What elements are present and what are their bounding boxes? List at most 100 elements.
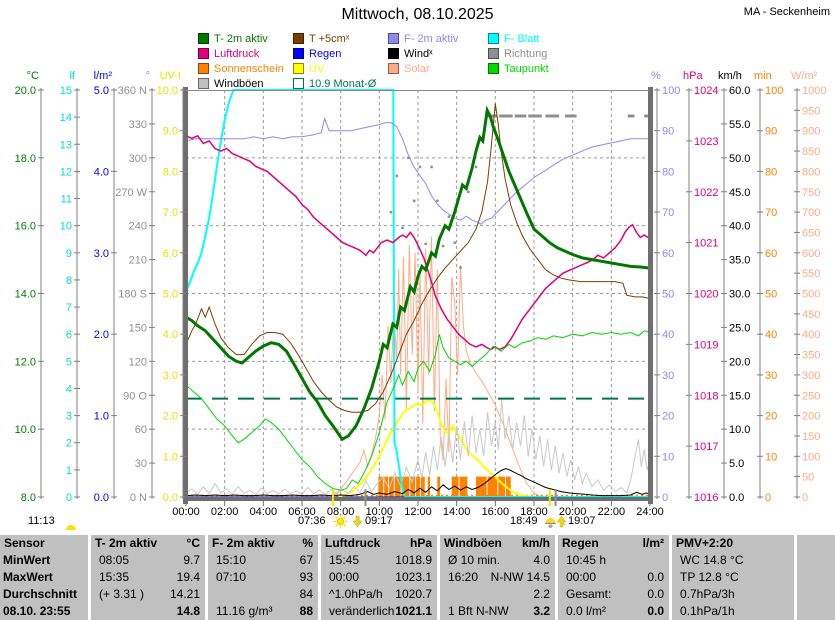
- table-row: 2.2: [440, 586, 555, 603]
- table-row: MaxWert: [0, 569, 88, 586]
- series-luftdruck: [185, 134, 650, 351]
- axis-tick-label-deg: 300: [129, 153, 147, 165]
- sunrise-sun-icon: [333, 514, 348, 534]
- sun-small-icon: [64, 518, 78, 536]
- series-richtung-dots: [459, 266, 462, 269]
- table-row: [797, 552, 835, 569]
- cell-label: 08.10. 23:55: [3, 604, 71, 618]
- plot-frame-left: [183, 87, 188, 504]
- series-richtung-dots: [389, 210, 393, 214]
- table-row: (+ 3.31 ) 14.21: [91, 586, 205, 603]
- axis-tick-label-lf: 14: [60, 112, 72, 124]
- axis-tick-label-pct: 90: [662, 126, 674, 138]
- axis-tick-label-kmh: 50.0: [729, 153, 750, 165]
- axis-tick-label-uvi: 4.0: [163, 329, 178, 341]
- axis-tick-label-lf: 1: [66, 465, 72, 477]
- legend-swatch-t2m: [198, 33, 209, 44]
- series-sonnenschein-bar: [459, 476, 468, 497]
- axis-tick-label-pct: 60: [662, 248, 674, 260]
- axis-tick-label-lf: 11: [61, 194, 72, 206]
- cell-label: 0.0 l/m²: [566, 604, 607, 618]
- axis-tick-label-min: 90: [765, 126, 777, 138]
- legend-swatch-monat: [293, 78, 304, 89]
- table-header-row: PMV+2:20: [672, 535, 794, 552]
- series-richtung-dots: [424, 242, 427, 246]
- legend-item-f2m: F- 2m aktiv: [388, 33, 458, 46]
- cell-value: 93: [299, 570, 313, 584]
- cell-value: 1023.1: [395, 570, 432, 584]
- axis-tick-label-hpa: 1021: [694, 238, 718, 250]
- legend-swatch-luftdruck: [198, 48, 209, 59]
- column-header: Luftdruck: [325, 536, 381, 550]
- axis-tick-label-degC: 20.0: [15, 85, 36, 97]
- legend-item-luftdruck: Luftdruck: [198, 48, 259, 61]
- axis-tick-label-lf: 9: [66, 248, 72, 260]
- column-header: Regen: [562, 536, 599, 550]
- x-tick-label: 24:00: [636, 506, 664, 518]
- axis-title-wm2: W/m²: [791, 70, 818, 82]
- axis-tick-label-hpa: 1016: [694, 492, 718, 504]
- cell-label: 15:35: [99, 570, 130, 584]
- cell-label: ^1.0hPa/h: [329, 587, 383, 601]
- axis-tick-label-wm2: 0: [802, 492, 808, 504]
- axis-tick-label-kmh: 25.0: [729, 322, 750, 334]
- column-unit: %: [302, 536, 313, 550]
- leaf-dry-time: 11:13: [28, 515, 55, 527]
- cell-label: veränderlich: [329, 604, 395, 618]
- table-row: 15:10 67: [208, 552, 318, 569]
- column-header: Sensor: [4, 536, 45, 550]
- axis-tick-label-min: 50: [765, 289, 777, 301]
- table-row: 84: [208, 586, 318, 603]
- table-row: ^1.0hPa/h 1020.7: [321, 586, 437, 603]
- axis-tick-label-wm2: 200: [802, 411, 820, 423]
- legend-item-t5cm: T +5cmˣ: [293, 33, 349, 46]
- axis-tick-label-wm2: 1000: [802, 85, 826, 97]
- axis-tick-label-lf: 15: [60, 85, 72, 97]
- axis-tick-label-degC: 12.0: [15, 356, 36, 368]
- legend-item-monat: 10.9 Monat-Ø: [293, 78, 376, 91]
- axis-tick-label-degC: 14.0: [15, 289, 36, 301]
- legend-label-fblatt: F- Blatt: [504, 33, 540, 45]
- axis-tick-label-deg: 270 W: [115, 187, 147, 199]
- axis-tick-label-wm2: 250: [802, 390, 820, 402]
- cell-value: 67: [299, 553, 313, 567]
- series-sonnenschein-bar: [416, 476, 420, 497]
- axis-tick-label-min: 80: [765, 166, 777, 178]
- cell-value: 19.4: [176, 570, 200, 584]
- table-row: 07:10 93: [208, 569, 318, 586]
- table-header-row: Windböen km/h: [440, 535, 555, 552]
- table-row: 08.10. 23:55: [0, 603, 88, 620]
- axis-tick-label-deg: 60: [135, 424, 147, 436]
- cell-label: 00:00: [329, 570, 360, 584]
- axis-tick-label-deg: 240: [129, 221, 147, 233]
- axis-tick-label-uvi: 10.0: [157, 85, 178, 97]
- x-tick-label: 02:00: [211, 506, 239, 518]
- axis-tick-label-hpa: 1019: [694, 339, 718, 351]
- axis-tick-label-lm2: 1.0: [94, 411, 109, 423]
- axis-tick-label-deg: 330: [129, 119, 147, 131]
- column-header: PMV+2:20: [676, 536, 734, 550]
- axis-tick-label-hpa: 1022: [694, 187, 718, 199]
- axis-tick-label-hpa: 1023: [694, 136, 718, 148]
- legend-item-t2m: T- 2m aktiv: [198, 33, 268, 46]
- axis-tick-label-uvi: 1.0: [163, 451, 178, 463]
- legend-swatch-uv: [293, 63, 304, 74]
- axis-tick-label-wm2: 600: [802, 248, 820, 260]
- series-sonnenschein-bar: [476, 476, 487, 497]
- axis-tick-label-uvi: 6.0: [163, 248, 178, 260]
- axis-tick-label-uvi: 7.0: [163, 207, 178, 219]
- cell-label: Gesamt:: [566, 587, 612, 601]
- series-richtung-dots: [412, 199, 416, 203]
- series-sonnenschein-bar: [384, 476, 389, 497]
- series-sonnenschein-bar: [394, 476, 401, 497]
- cell-value: 0.0: [647, 587, 664, 601]
- axis-tick-label-lf: 6: [66, 329, 72, 341]
- axis-tick-label-lf: 0: [66, 492, 72, 504]
- axis-tick-label-min: 100: [765, 85, 783, 97]
- series-richtung-dots: [395, 174, 398, 178]
- axis-tick-label-lf: 12: [60, 166, 72, 178]
- x-tick-label: 12:00: [404, 506, 432, 518]
- column-unit: l/m²: [642, 536, 664, 550]
- axis-tick-label-wm2: 900: [802, 126, 820, 138]
